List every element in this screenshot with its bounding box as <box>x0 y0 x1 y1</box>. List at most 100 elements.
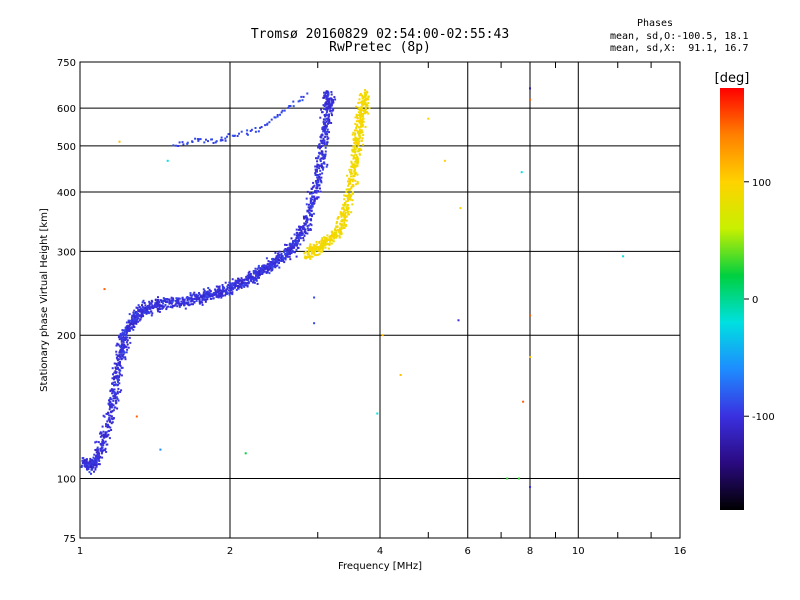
echo-point <box>309 228 312 231</box>
echo-point <box>355 120 358 123</box>
echo-point <box>195 299 198 302</box>
echo-point <box>355 113 358 116</box>
echo-point <box>326 239 328 242</box>
echo-point <box>90 460 93 463</box>
echo-point <box>306 216 308 219</box>
colorbar-tick-label: 100 <box>752 178 771 189</box>
echo-point <box>116 407 119 410</box>
echo-point <box>310 192 313 195</box>
echo-point <box>351 163 354 166</box>
echo-point <box>351 180 354 183</box>
echo-point <box>172 144 175 147</box>
echo-point <box>338 235 341 237</box>
echo-point <box>311 215 313 218</box>
echo-point <box>336 225 339 228</box>
echo-point <box>198 293 201 296</box>
echo-point <box>229 289 232 292</box>
echo-point <box>104 433 107 436</box>
echo-point <box>159 304 161 307</box>
echo-point <box>87 461 90 464</box>
echo-point <box>119 350 122 353</box>
echo-point <box>316 197 319 200</box>
echo-point <box>144 304 147 307</box>
echo-point <box>326 133 329 136</box>
echo-point <box>108 437 111 440</box>
echo-point <box>181 141 184 144</box>
echo-point <box>193 298 196 300</box>
echo-point <box>361 106 363 109</box>
phases-heading: Phases <box>636 18 674 29</box>
echo-point <box>117 336 120 339</box>
echo-point <box>322 154 325 157</box>
echo-point <box>315 180 318 182</box>
echo-point <box>324 239 327 242</box>
echo-point <box>115 362 118 365</box>
echo-point <box>121 331 124 334</box>
echo-point <box>300 229 303 232</box>
echo-point <box>270 118 273 121</box>
echo-point <box>321 172 324 175</box>
echo-point <box>324 108 327 111</box>
echo-point <box>307 253 310 256</box>
echo-point <box>142 299 145 302</box>
echo-point <box>323 161 326 164</box>
echo-point <box>298 231 301 234</box>
echo-point <box>118 351 121 354</box>
echo-point <box>345 191 348 193</box>
echo-point <box>354 138 357 141</box>
echo-point <box>91 462 94 465</box>
echo-point <box>138 319 141 322</box>
echo-point <box>215 285 218 288</box>
echo-point <box>275 265 278 267</box>
echo-point <box>302 239 305 242</box>
echo-point <box>244 283 246 285</box>
echo-point <box>119 361 121 363</box>
echo-point <box>350 211 353 214</box>
echo-point <box>102 430 105 433</box>
echo-point <box>357 120 360 123</box>
echo-point <box>123 351 126 354</box>
echo-point <box>309 257 312 260</box>
echo-point <box>321 248 324 251</box>
echo-point <box>327 119 330 121</box>
echo-point <box>315 186 318 189</box>
echo-point <box>237 282 240 285</box>
echo-point <box>118 364 121 366</box>
echo-point <box>343 216 346 219</box>
echo-point <box>289 105 292 107</box>
echo-point <box>286 249 289 252</box>
echo-point <box>279 113 281 116</box>
echo-point <box>224 139 227 142</box>
echo-point <box>310 188 313 190</box>
echo-point <box>381 334 384 337</box>
echo-point <box>144 306 147 309</box>
echo-point <box>121 354 124 357</box>
echo-point <box>257 266 260 269</box>
echo-point <box>202 294 205 297</box>
echo-point <box>220 295 223 298</box>
echo-point <box>318 165 321 167</box>
echo-point <box>149 307 152 310</box>
echo-point <box>98 463 101 466</box>
echo-point <box>320 239 323 242</box>
echo-point <box>325 131 327 134</box>
echo-point <box>302 226 305 228</box>
echo-point <box>196 297 199 300</box>
echo-point <box>321 242 324 245</box>
echo-point <box>325 113 327 116</box>
echo-point <box>333 229 336 231</box>
echo-point <box>234 281 237 284</box>
echo-point <box>123 346 126 349</box>
plot-frame <box>79 61 681 539</box>
echo-point <box>243 281 246 284</box>
echo-point <box>131 318 134 321</box>
echo-point <box>91 458 94 461</box>
echo-point <box>320 150 323 153</box>
echo-point <box>303 217 306 220</box>
echo-point <box>326 163 329 166</box>
echo-point <box>311 198 314 201</box>
echo-point <box>100 434 103 437</box>
echo-point <box>263 267 266 270</box>
echo-point <box>328 243 331 246</box>
echo-point <box>367 95 370 98</box>
